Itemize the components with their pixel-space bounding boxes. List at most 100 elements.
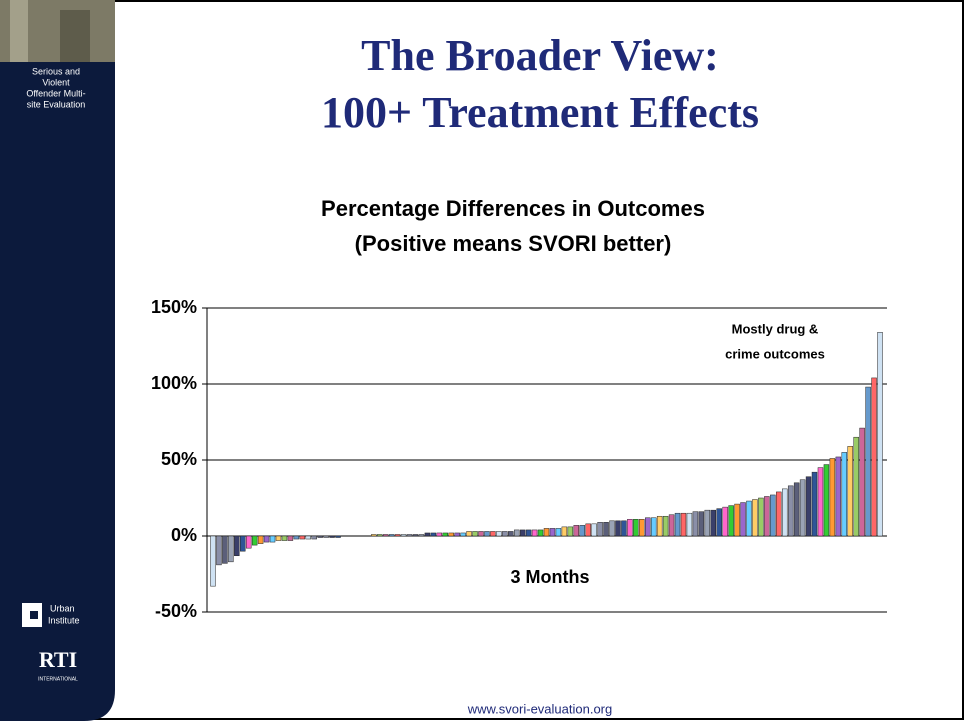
bar <box>860 428 865 536</box>
bar <box>764 496 769 536</box>
annotation: Mostly drug & <box>732 321 819 336</box>
bar <box>520 530 525 536</box>
bar <box>300 536 305 539</box>
bar <box>556 528 561 536</box>
slide: Serious and Violent Offender Multi- site… <box>0 0 965 721</box>
bar <box>461 533 466 536</box>
sidebar-photo-detail <box>10 0 28 62</box>
bar <box>675 513 680 536</box>
bar <box>788 486 793 536</box>
bar <box>586 524 591 536</box>
urban-text: Urban <box>50 603 75 613</box>
rti-logo: RTI <box>39 647 77 672</box>
footer-url: www.svori-evaluation.org <box>467 701 613 716</box>
bar <box>431 533 436 536</box>
bar <box>532 530 537 536</box>
bar <box>437 533 442 536</box>
bar <box>824 465 829 536</box>
bar <box>312 536 317 539</box>
bar <box>330 536 335 538</box>
bar <box>818 468 823 536</box>
bar <box>663 516 668 536</box>
bar <box>419 534 424 536</box>
bar <box>794 483 799 536</box>
bar <box>645 518 650 536</box>
bar <box>741 503 746 536</box>
bar <box>776 492 781 536</box>
bar <box>752 500 757 536</box>
bar <box>693 512 698 536</box>
bar <box>878 332 883 536</box>
y-tick-label: 150% <box>151 297 197 317</box>
bar <box>544 528 549 536</box>
bar <box>443 533 448 536</box>
bar <box>389 534 394 536</box>
bar <box>496 531 501 536</box>
bar <box>842 452 847 536</box>
bar <box>598 522 603 536</box>
bar <box>604 522 609 536</box>
bar <box>336 536 341 538</box>
bar <box>687 513 692 536</box>
bar <box>627 519 632 536</box>
rti-sub: INTERNATIONAL <box>38 676 78 682</box>
bar <box>854 437 859 536</box>
bar <box>502 531 507 536</box>
bar <box>252 536 257 545</box>
bar <box>574 525 579 536</box>
bar <box>836 457 841 536</box>
y-tick-label: -50% <box>155 601 197 621</box>
bar <box>222 536 227 563</box>
bar <box>723 507 728 536</box>
bar <box>371 534 376 536</box>
bar <box>270 536 275 542</box>
bar <box>324 536 329 538</box>
bar <box>395 534 400 536</box>
bar <box>455 533 460 536</box>
bar <box>228 536 233 562</box>
bar <box>615 521 620 536</box>
bar <box>705 510 710 536</box>
chart-title: Percentage Differences in Outcomes <box>321 196 705 221</box>
bar <box>246 536 251 548</box>
bar <box>240 536 245 551</box>
bar <box>872 378 877 536</box>
bar <box>234 536 239 556</box>
bar <box>514 530 519 536</box>
bar <box>800 480 805 536</box>
annotation: crime outcomes <box>725 346 825 361</box>
project-name: Serious and Violent Offender Multi- site… <box>26 66 85 109</box>
bar <box>699 512 704 536</box>
bar <box>276 536 281 541</box>
bar <box>848 446 853 536</box>
bar <box>770 495 775 536</box>
bar <box>288 536 293 541</box>
y-tick-label: 100% <box>151 373 197 393</box>
bar <box>550 528 555 536</box>
slide-title: The Broader View: <box>361 31 719 80</box>
bar <box>377 534 382 536</box>
bar <box>508 531 513 536</box>
bar <box>711 510 716 536</box>
bar <box>383 534 388 536</box>
bar <box>413 534 418 536</box>
bar <box>812 472 817 536</box>
bar <box>568 527 573 536</box>
bar <box>407 534 412 536</box>
bar <box>610 521 615 536</box>
bar <box>294 536 299 539</box>
bar <box>681 513 686 536</box>
chart-title: (Positive means SVORI better) <box>355 231 672 256</box>
bar <box>735 504 740 536</box>
bar <box>866 387 871 536</box>
sidebar-photo-detail <box>60 10 90 62</box>
bar <box>479 531 484 536</box>
project-line: Offender Multi- <box>26 88 85 98</box>
project-line: site Evaluation <box>27 99 86 109</box>
bar <box>633 519 638 536</box>
bar <box>562 527 567 536</box>
bar <box>621 521 626 536</box>
bar <box>211 536 216 586</box>
bar <box>747 501 752 536</box>
bar <box>592 524 597 536</box>
